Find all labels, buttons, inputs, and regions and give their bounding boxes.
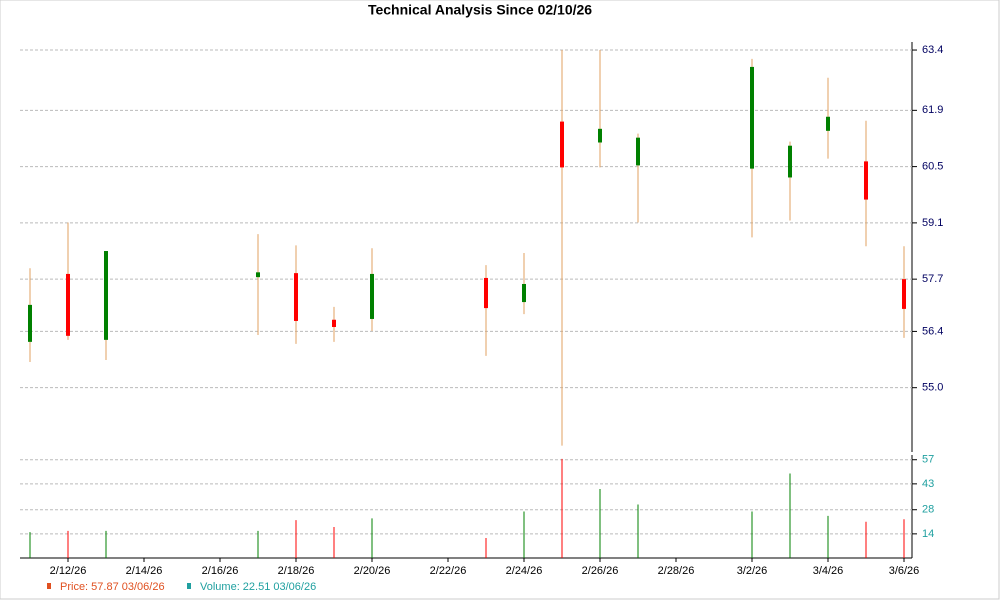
x-tick-label: 2/18/26 (278, 565, 315, 577)
candle-body (370, 273, 374, 319)
y-tick-label: 43 (922, 478, 934, 490)
legend-swatch (187, 583, 191, 589)
x-tick-label: 2/28/26 (658, 565, 695, 577)
y-tick-label: 14 (922, 528, 934, 540)
x-tick-label: 3/4/26 (813, 565, 844, 577)
y-tick-label: 60.5 (922, 161, 943, 173)
y-tick-label: 56.4 (922, 325, 943, 337)
candle-body (864, 161, 868, 200)
candle-body (788, 145, 792, 178)
candle-body (28, 304, 32, 342)
candle-body (598, 128, 602, 143)
x-tick-label: 2/22/26 (430, 565, 467, 577)
y-tick-label: 63.4 (922, 44, 943, 56)
y-tick-label: 61.9 (922, 104, 943, 116)
candle-body (332, 319, 336, 327)
x-tick-label: 3/6/26 (889, 565, 920, 577)
legend-label: Price: 57.87 03/06/26 (60, 581, 165, 593)
legend-label: Volume: 22.51 03/06/26 (200, 581, 316, 593)
y-tick-label: 55.0 (922, 382, 943, 394)
candle-body (750, 66, 754, 169)
x-tick-label: 2/12/26 (50, 565, 87, 577)
chart-title: Technical Analysis Since 02/10/26 (368, 2, 592, 18)
candle-body (902, 279, 906, 309)
candle-body (66, 273, 70, 336)
legend-swatch (47, 583, 51, 589)
x-tick-label: 2/14/26 (126, 565, 163, 577)
x-tick-label: 2/20/26 (354, 565, 391, 577)
y-tick-label: 57 (922, 454, 934, 466)
candle-body (484, 277, 488, 309)
candle-body (560, 121, 564, 168)
x-tick-label: 3/2/26 (737, 565, 768, 577)
y-tick-label: 28 (922, 504, 934, 516)
y-tick-label: 57.7 (922, 273, 943, 285)
candle-body (522, 283, 526, 303)
candle-body (636, 137, 640, 166)
y-tick-label: 59.1 (922, 217, 943, 229)
x-tick-label: 2/26/26 (582, 565, 619, 577)
x-tick-label: 2/16/26 (202, 565, 239, 577)
candle-body (294, 273, 298, 321)
candle-body (826, 116, 830, 131)
candle-body (104, 251, 108, 340)
x-tick-label: 2/24/26 (506, 565, 543, 577)
candle-body (256, 272, 260, 278)
